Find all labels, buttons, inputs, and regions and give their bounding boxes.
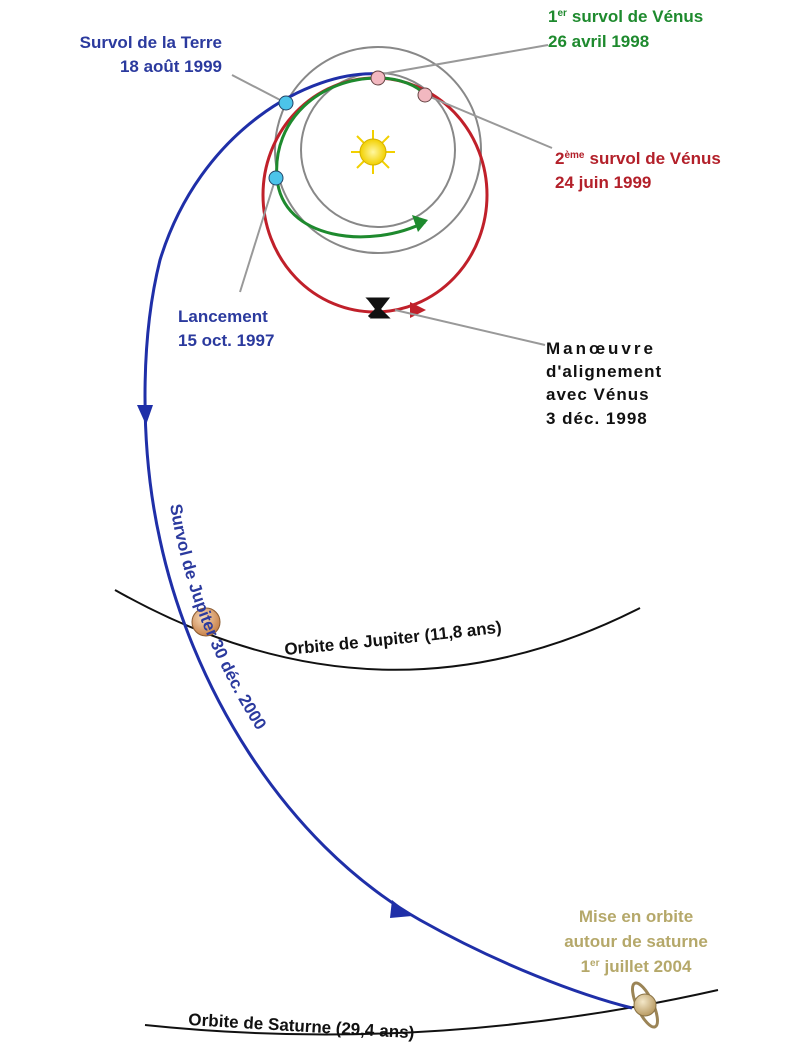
title: survol de Vénus [589, 149, 720, 168]
jupiter-orbit-text: Orbite de Jupiter (11,8 ans) [284, 618, 503, 659]
launch-date: 15 oct. 1997 [178, 331, 274, 350]
venus-flyby-1-date: 26 avril 1998 [548, 32, 649, 51]
green-trajectory-top [275, 76, 427, 179]
venus-flyby-2-date: 24 juin 1999 [555, 173, 651, 192]
sun [351, 130, 395, 174]
ordinal: 1 [581, 957, 590, 976]
maneuver-line: avec Vénus [546, 385, 650, 404]
green-trajectory [275, 177, 426, 239]
blue-arrow [390, 900, 412, 918]
saturn-arrival-date: 1er juillet 2004 [581, 957, 692, 976]
earth-flyby-point [278, 95, 294, 111]
leader-line [239, 179, 276, 293]
blue-trajectory [143, 72, 633, 1010]
leader-line [231, 74, 285, 103]
maneuver-line: Manœuvre [546, 339, 656, 358]
ordinal: 1 [548, 7, 557, 26]
title: survol de Vénus [572, 7, 703, 26]
maneuver-line: 3 déc. 1998 [546, 409, 648, 428]
venus-flyby-1-point [370, 70, 386, 86]
venus-flyby-1-title: 1er survol de Vénus [548, 7, 703, 26]
date: juillet 2004 [603, 957, 691, 976]
green-arrow [412, 215, 428, 232]
launch-point [268, 170, 284, 186]
earth-flyby-title: Survol de la Terre [80, 33, 222, 52]
leader-line [427, 95, 553, 149]
maneuver-symbol [365, 297, 391, 319]
ordinal-suffix: er [557, 8, 567, 19]
saturn [631, 981, 659, 1029]
venus-flyby-2-point [417, 87, 433, 103]
leader-line [381, 44, 549, 75]
launch-title: Lancement [178, 307, 268, 326]
blue-arrow [137, 405, 153, 425]
saturn-orbit-text: Orbite de Saturne (29,4 ans) [188, 1010, 415, 1042]
ordinal-suffix: ème [564, 150, 584, 161]
leader-line [394, 309, 546, 346]
ordinal: 2 [555, 149, 564, 168]
jupiter-orbit-label: Orbite de Jupiter (11,8 ans) [284, 618, 503, 659]
jupiter [191, 607, 221, 637]
earth-orbit [274, 46, 482, 254]
maneuver-line: d'alignement [546, 362, 662, 381]
jupiter-orbit [114, 589, 641, 671]
ordinal-suffix: er [590, 958, 600, 969]
earth-flyby-date: 18 août 1999 [120, 57, 222, 76]
saturn-arrival-line: Mise en orbite [579, 907, 693, 926]
saturn-orbit-label: Orbite de Saturne (29,4 ans) [188, 1010, 415, 1042]
venus-flyby-2-title: 2ème survol de Vénus [555, 149, 721, 168]
saturn-arrival-line: autour de saturne [564, 932, 708, 951]
